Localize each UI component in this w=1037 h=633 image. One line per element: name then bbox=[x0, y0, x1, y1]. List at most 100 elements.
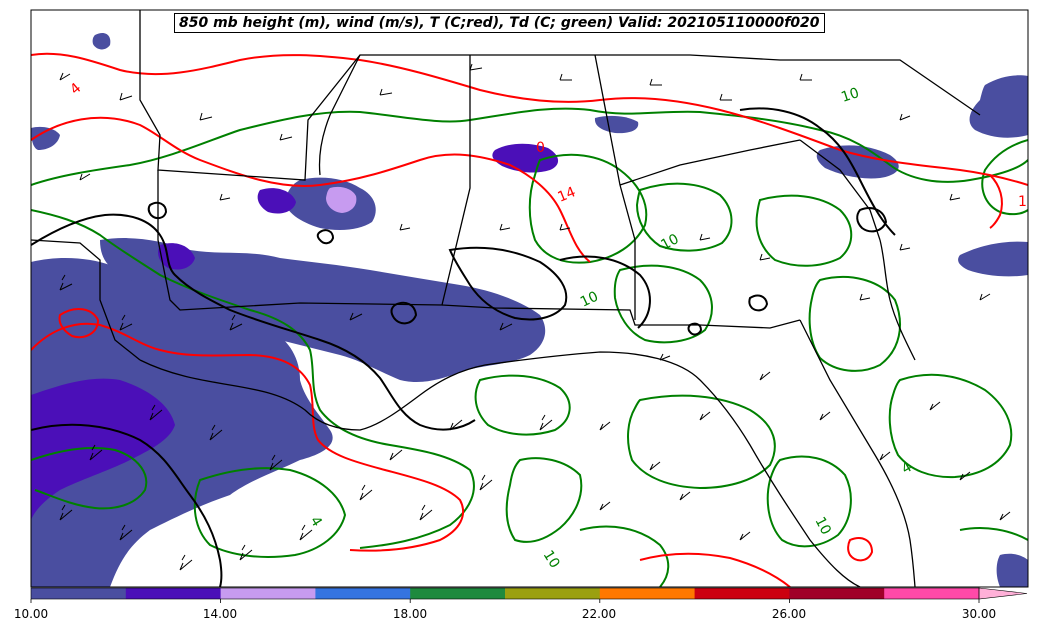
state-line bbox=[619, 139, 801, 186]
height-contour bbox=[748, 294, 769, 312]
colorbar bbox=[30, 587, 1028, 603]
fill-region-cluster-ms bbox=[257, 188, 296, 214]
wind-barb bbox=[719, 93, 732, 101]
wind-barb bbox=[229, 314, 243, 331]
coastline bbox=[879, 239, 916, 361]
wind-barb bbox=[59, 504, 73, 521]
fill-region-gulf-west bbox=[31, 258, 333, 587]
wind-barb bbox=[279, 133, 293, 141]
height-contour bbox=[147, 201, 168, 220]
colorbar-tick-label: 26.00 bbox=[771, 607, 807, 621]
dewpoint-contour bbox=[981, 139, 1028, 216]
colorbar-tick-label: 10.00 bbox=[13, 607, 49, 621]
wind-barb bbox=[699, 233, 711, 241]
wind-barb bbox=[559, 73, 572, 81]
wind-barb bbox=[399, 223, 411, 231]
map-title: 850 mb height (m), wind (m/s), T (C;red)… bbox=[174, 13, 825, 33]
dewpoint-contour bbox=[31, 447, 148, 510]
temperature-contour bbox=[31, 322, 465, 552]
wind-barb bbox=[89, 444, 103, 461]
height-contour bbox=[559, 255, 651, 329]
temperature-contour bbox=[639, 552, 791, 587]
temp-label: 14 bbox=[556, 184, 579, 206]
fill-region-georgia-north bbox=[594, 115, 639, 134]
colorbar-segment bbox=[125, 588, 222, 599]
wind-barb bbox=[119, 524, 133, 541]
wind-barb bbox=[59, 72, 71, 81]
dewpoint-contour bbox=[31, 209, 475, 549]
wind-barb bbox=[419, 504, 433, 521]
colorbar-segment bbox=[315, 588, 411, 599]
dewpoint-contour bbox=[528, 153, 648, 264]
wind-barb bbox=[119, 314, 133, 331]
dewpoint-label: 10 bbox=[658, 231, 681, 253]
wind-barb bbox=[209, 424, 223, 441]
wind-barb bbox=[739, 531, 751, 541]
dewpoint-contour bbox=[505, 457, 583, 543]
state-line bbox=[441, 304, 801, 329]
wind-barb bbox=[649, 78, 662, 86]
wind-barb bbox=[389, 449, 403, 461]
fill-region-northeast bbox=[969, 75, 1028, 138]
dewpoint-label: 10 bbox=[839, 85, 861, 106]
height-contour bbox=[687, 322, 703, 336]
wind-barb bbox=[299, 524, 313, 541]
dewpoint-label: 10 bbox=[811, 514, 833, 537]
colorbar-segment bbox=[789, 588, 885, 599]
fill-region-carolina bbox=[816, 145, 899, 179]
wind-barb bbox=[479, 474, 493, 491]
wind-barb bbox=[499, 223, 511, 231]
dewpoint-contour bbox=[808, 276, 901, 372]
fill-region-cluster-central bbox=[158, 243, 195, 270]
dewpoint-contour bbox=[635, 182, 733, 252]
colorbar-segment bbox=[220, 588, 316, 599]
wind-barb bbox=[879, 451, 891, 461]
temperature-contour bbox=[847, 537, 874, 562]
dewpoint-contour bbox=[613, 264, 713, 344]
wind-barb bbox=[539, 414, 553, 431]
height-contour bbox=[316, 229, 335, 245]
wind-barb bbox=[499, 322, 513, 331]
wind-barb bbox=[239, 544, 253, 561]
dewpoint-contour bbox=[474, 374, 571, 436]
colorbar-segment bbox=[694, 588, 790, 599]
state-line bbox=[594, 54, 636, 320]
wind-barb bbox=[699, 411, 711, 421]
wind-barb bbox=[899, 113, 911, 121]
height-contour bbox=[31, 423, 223, 587]
dewpoint-contour bbox=[579, 525, 670, 587]
wind-barbs bbox=[59, 63, 1011, 571]
wind-barb bbox=[199, 112, 213, 121]
colorbar-frame bbox=[30, 587, 980, 600]
fill-region-texas-nw bbox=[31, 126, 60, 150]
coastline bbox=[139, 351, 861, 587]
wind-barb bbox=[119, 92, 133, 101]
wind-barb bbox=[179, 554, 193, 571]
wind-barb bbox=[599, 421, 611, 431]
colorbar-extend-arrow bbox=[978, 587, 1028, 600]
wind-barb bbox=[819, 411, 831, 421]
wind-barb bbox=[899, 243, 911, 251]
wind-barb bbox=[149, 404, 163, 421]
wind-barb bbox=[359, 484, 373, 501]
colorbar-tick-label: 18.00 bbox=[392, 607, 428, 621]
dewpoint-contour bbox=[193, 467, 347, 558]
state-line bbox=[799, 139, 881, 241]
wind-barb bbox=[679, 491, 691, 501]
colorbar-segment bbox=[31, 588, 127, 599]
dewpoint-label: 10 bbox=[578, 289, 601, 311]
coastline bbox=[318, 54, 361, 176]
wind-barb bbox=[469, 63, 483, 71]
colorbar-segment bbox=[410, 588, 506, 599]
colorbar-tick-label: 30.00 bbox=[961, 607, 997, 621]
wind-barb bbox=[759, 253, 771, 261]
colorbar-segment bbox=[884, 588, 980, 599]
fill-region-louisiana bbox=[100, 238, 546, 383]
wind-barb bbox=[379, 88, 393, 96]
wind-barb bbox=[559, 223, 571, 231]
fill-region-southeast bbox=[996, 553, 1028, 587]
temperature-contours bbox=[31, 52, 1028, 587]
state-line bbox=[31, 239, 141, 361]
fill-region-arkansas bbox=[92, 33, 111, 50]
